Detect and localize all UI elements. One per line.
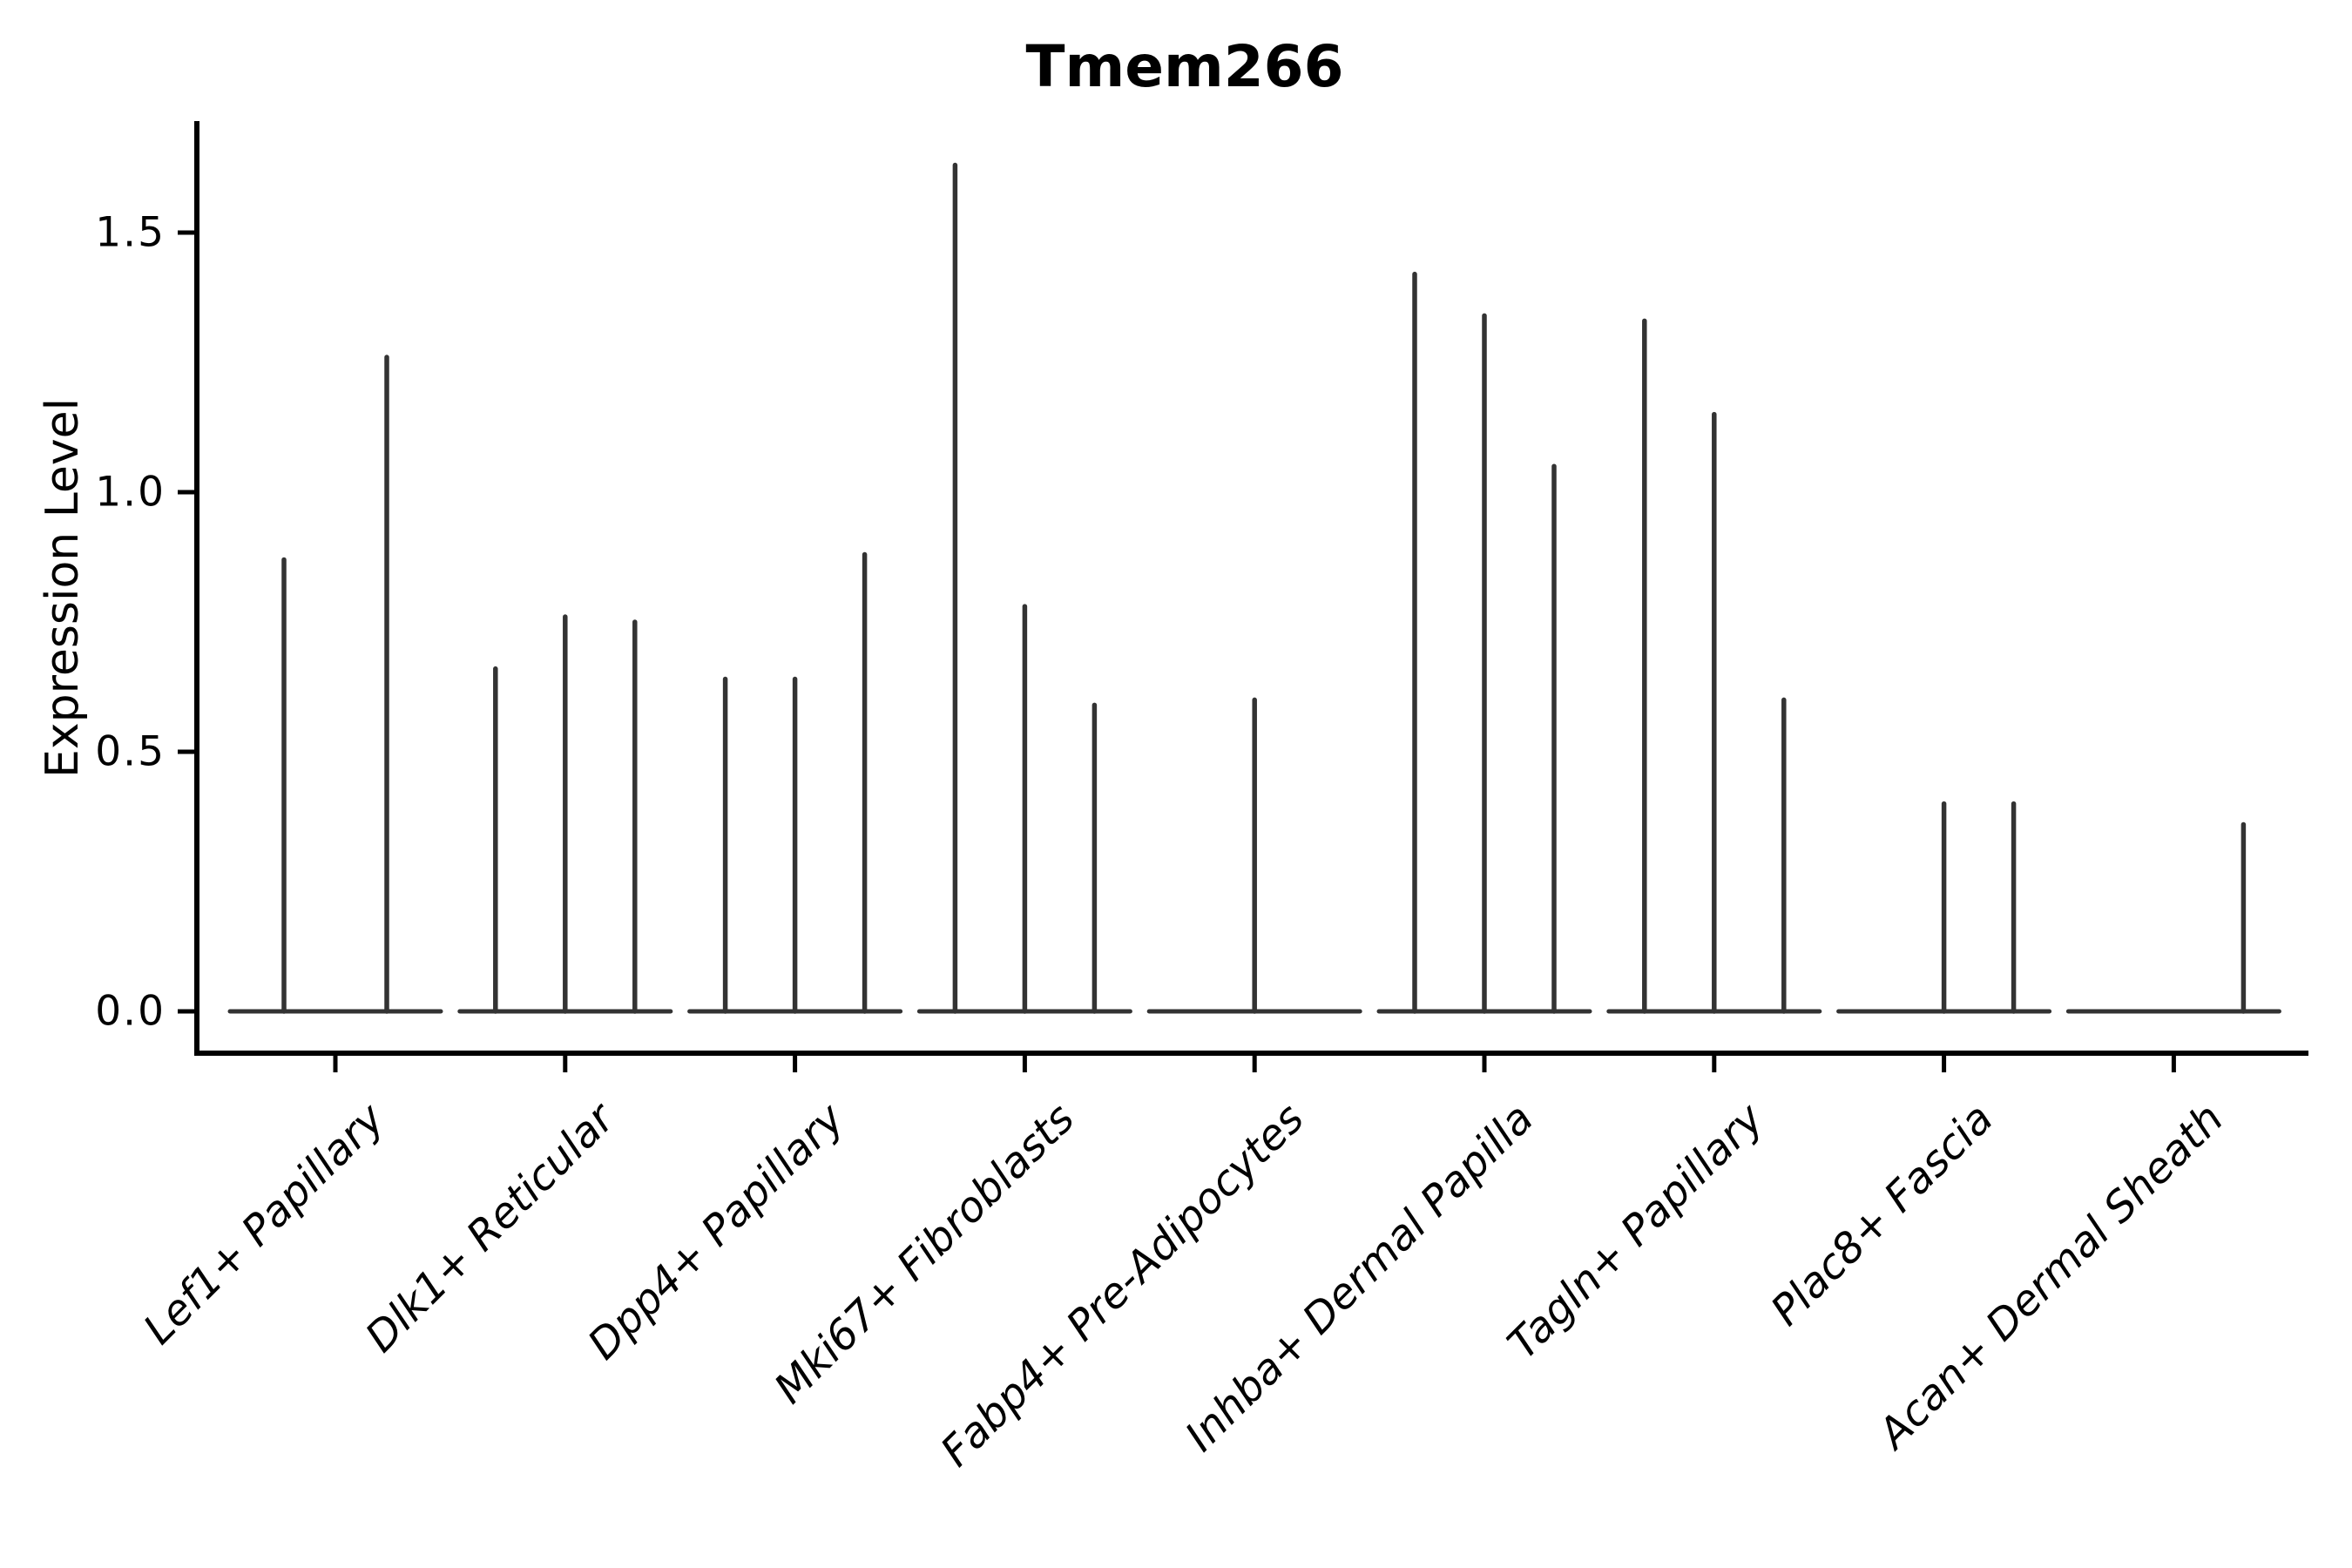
- y-tick-label: 1.5: [95, 208, 166, 257]
- chart-title: Tmem266: [1025, 33, 1344, 100]
- y-tick-label: 1.0: [95, 468, 166, 517]
- y-tick-label: 0.5: [95, 727, 166, 776]
- y-tick-label: 0.0: [95, 987, 166, 1036]
